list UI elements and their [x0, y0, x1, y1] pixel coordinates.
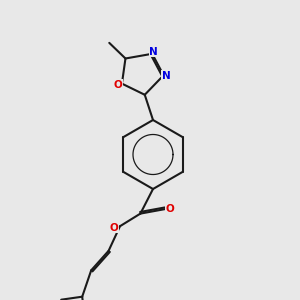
Text: O: O: [166, 203, 175, 214]
Text: N: N: [149, 47, 158, 57]
Text: N: N: [162, 71, 171, 81]
Text: O: O: [110, 223, 118, 233]
Text: O: O: [114, 80, 123, 90]
